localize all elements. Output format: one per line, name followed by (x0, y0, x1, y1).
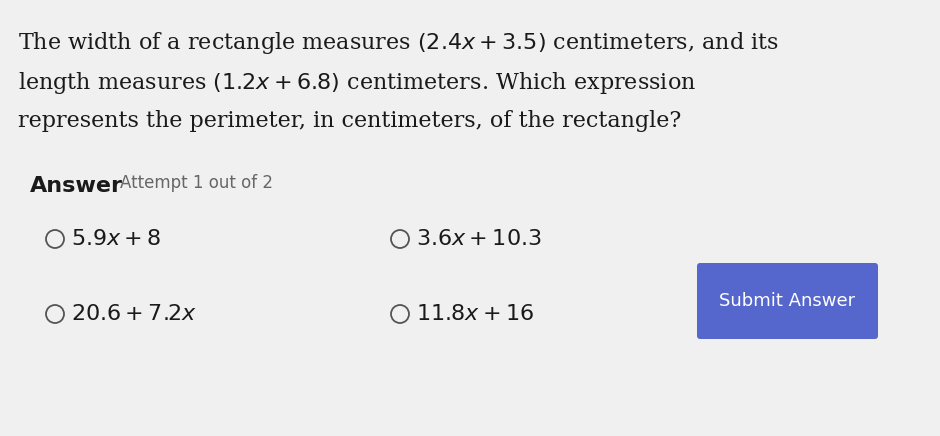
Text: The width of a rectangle measures $(2.4x + 3.5)$ centimeters, and its: The width of a rectangle measures $(2.4x… (18, 30, 778, 56)
FancyBboxPatch shape (697, 263, 878, 339)
Text: Answer: Answer (30, 176, 123, 196)
Text: represents the perimeter, in centimeters, of the rectangle?: represents the perimeter, in centimeters… (18, 110, 682, 132)
Text: $11.8x + 16$: $11.8x + 16$ (416, 303, 534, 325)
Text: $5.9x + 8$: $5.9x + 8$ (71, 228, 162, 250)
Text: $3.6x + 10.3$: $3.6x + 10.3$ (416, 228, 541, 250)
Text: Submit Answer: Submit Answer (719, 292, 855, 310)
Text: Attempt 1 out of 2: Attempt 1 out of 2 (120, 174, 273, 192)
Text: length measures $(1.2x + 6.8)$ centimeters. Which expression: length measures $(1.2x + 6.8)$ centimete… (18, 70, 697, 96)
Text: $20.6 + 7.2x$: $20.6 + 7.2x$ (71, 303, 197, 325)
